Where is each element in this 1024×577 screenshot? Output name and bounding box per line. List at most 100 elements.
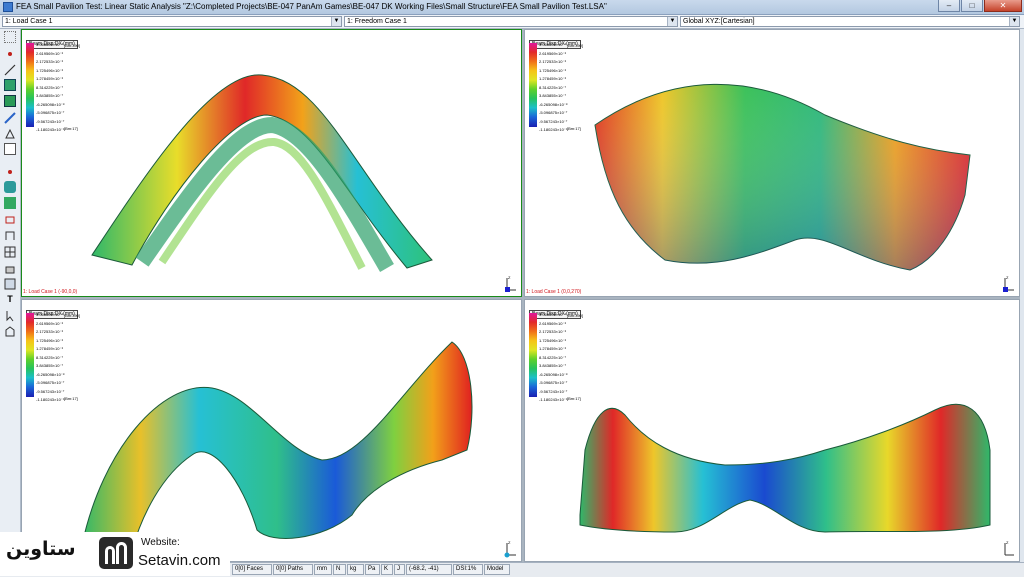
legend-value: 3.066606×10⁻⁶ — [539, 312, 567, 317]
dot-icon[interactable] — [4, 165, 16, 177]
cursor-icon[interactable] — [4, 309, 16, 322]
legend-value: 3.066606×10⁻⁶ — [539, 42, 567, 47]
status-energy-unit[interactable]: J — [394, 564, 405, 575]
status-dsi: DSI:1% — [453, 564, 483, 575]
legend-value: 1.725496×10⁻⁶ — [539, 337, 567, 343]
window-title: FEA Small Pavilion Test: Linear Static A… — [16, 2, 607, 11]
status-length-unit[interactable]: mm — [314, 564, 332, 575]
fea-model-render — [579, 403, 991, 533]
cylinder-icon[interactable] — [4, 181, 16, 193]
axis-triad-icon: Z — [504, 540, 516, 558]
status-force-unit[interactable]: N — [333, 564, 346, 575]
maximize-button[interactable]: □ — [961, 0, 983, 12]
legend-value: 1.278459×10⁻⁶ — [539, 346, 567, 351]
close-button[interactable]: ✕ — [984, 0, 1022, 12]
minimize-button[interactable]: – — [938, 0, 960, 12]
title-bar: FEA Small Pavilion Test: Linear Static A… — [0, 0, 1024, 15]
stack-icon[interactable] — [4, 277, 16, 290]
legend: Beam Disp:DX (mm) 3.066606×10⁻⁶ 2.619569… — [529, 302, 599, 402]
app-icon — [3, 2, 13, 12]
window-controls: – □ ✕ — [937, 0, 1022, 13]
legend: Beam Disp:DX (mm) 3.066606×10⁻⁶ 2.619569… — [529, 32, 599, 132]
axis-triad-icon: Z — [1004, 540, 1014, 556]
legend-value: -6.265098×10⁻⁸ — [539, 101, 568, 107]
legend-value: -1.180243×10⁻⁶ — [539, 397, 568, 402]
fea-model-render — [81, 341, 473, 551]
legend-value: 1.725496×10⁻⁶ — [36, 337, 64, 343]
status-temp-unit[interactable]: K — [381, 564, 393, 575]
section-icon[interactable] — [4, 213, 16, 225]
load-icon[interactable] — [4, 143, 16, 155]
ruler-icon[interactable] — [4, 197, 16, 209]
freedom-case-value: 1: Freedom Case 1 — [347, 18, 407, 25]
legend-value: -6.265098×10⁻⁸ — [36, 101, 65, 107]
node-icon[interactable] — [4, 47, 16, 59]
legend: Beam Disp:DX (mm) 3.066606×10⁻⁶ 2.619569… — [26, 32, 96, 132]
status-stress-unit[interactable]: Pa — [365, 564, 380, 575]
chevron-down-icon[interactable]: ▼ — [331, 17, 341, 26]
legend-value: -1.180243×10⁻⁶ — [36, 397, 65, 402]
viewport-bottom-left[interactable]: Beam Disp:DX (mm) 3.066606×10⁻⁶ 2.619569… — [21, 299, 522, 562]
watermark-website-label: Website: — [141, 537, 180, 548]
plate-icon[interactable] — [4, 79, 16, 91]
fea-model-render — [594, 83, 971, 271]
viewport-top-right[interactable]: Beam Disp:DX (mm) 3.066606×10⁻⁶ 2.619569… — [524, 29, 1020, 297]
svg-text:Z: Z — [1006, 275, 1009, 280]
frame-icon[interactable] — [4, 229, 16, 241]
link-icon[interactable] — [4, 111, 16, 124]
legend-max-label: [Bm:390] — [64, 313, 81, 318]
extrude-icon[interactable] — [4, 325, 16, 337]
viewport-bottom-right[interactable]: Beam Disp:DX (mm) 3.066606×10⁻⁶ 2.619569… — [524, 299, 1020, 562]
legend-value: 2.619569×10⁻⁶ — [36, 50, 64, 56]
text-icon[interactable]: T — [7, 294, 13, 304]
legend-value: 3.843855×10⁻⁷ — [539, 363, 567, 368]
legend-value: 1.278459×10⁻⁶ — [36, 76, 64, 81]
status-paths: 0[0] Paths — [273, 564, 313, 575]
viewport-area: Beam Disp:DX (mm) 3.066606×10⁻⁶ 2.619569… — [21, 29, 1020, 562]
watermark: ستاوین Website: Setavin.com — [0, 532, 230, 576]
legend: Beam Disp:DX (mm) 3.066606×10⁻⁶ 2.619569… — [26, 302, 96, 402]
legend-value: 8.314225×10⁻⁷ — [539, 354, 567, 360]
viewport-top-left[interactable]: Beam Disp:DX (mm) 3.066606×10⁻⁶ 2.619569… — [21, 29, 522, 297]
legend-labels: 3.066606×10⁻⁶ 2.619569×10⁻⁶ 2.172533×10⁻… — [36, 311, 65, 405]
legend-value: 2.172533×10⁻⁶ — [539, 329, 567, 334]
legend-value: -9.567243×10⁻⁷ — [539, 388, 568, 394]
legend-value: -5.096875×10⁻⁷ — [36, 110, 65, 115]
load-case-value: 1: Load Case 1 — [5, 18, 53, 25]
legend-value: 1.278459×10⁻⁶ — [36, 346, 64, 351]
left-toolbar: T — [0, 29, 21, 562]
mesh-icon[interactable] — [4, 245, 16, 258]
legend-value: 3.843855×10⁻⁷ — [36, 93, 64, 98]
legend-value: -5.096875×10⁻⁷ — [539, 380, 568, 385]
legend-min-label: [Bm:17] — [64, 396, 78, 401]
legend-value: -9.567243×10⁻⁷ — [36, 388, 65, 394]
legend-value: 2.619569×10⁻⁶ — [539, 320, 567, 326]
legend-value: 2.172533×10⁻⁶ — [539, 59, 567, 64]
line-icon[interactable] — [4, 63, 16, 76]
legend-min-label: [Bm:17] — [567, 396, 581, 401]
legend-value: -6.265098×10⁻⁸ — [539, 371, 568, 377]
watermark-website-url[interactable]: Setavin.com — [138, 552, 221, 569]
grid-icon[interactable] — [4, 31, 16, 43]
legend-value: 2.172533×10⁻⁶ — [36, 59, 64, 64]
legend-max-label: [Bm:390] — [567, 43, 584, 48]
svg-text:Z: Z — [508, 275, 511, 280]
attribute-icon[interactable] — [4, 127, 16, 139]
legend-color-bar — [529, 313, 537, 397]
chevron-down-icon[interactable]: ▼ — [667, 17, 677, 26]
status-coordinates: (-68.2, -41) — [406, 564, 452, 575]
legend-value: 3.843855×10⁻⁷ — [36, 363, 64, 368]
load-case-select[interactable]: 1: Load Case 1 ▼ — [2, 16, 342, 27]
coord-system-select[interactable]: Global XYZ:[Cartesian] ▼ — [680, 16, 1020, 27]
legend-value: 1.278459×10⁻⁶ — [539, 76, 567, 81]
brick-icon[interactable] — [4, 95, 16, 107]
build-icon[interactable] — [4, 261, 16, 274]
legend-value: 3.843855×10⁻⁷ — [539, 93, 567, 98]
status-faces: 0[0] Faces — [232, 564, 272, 575]
status-mass-unit[interactable]: kg — [347, 564, 364, 575]
legend-value: -5.096875×10⁻⁷ — [36, 380, 65, 385]
chevron-down-icon[interactable]: ▼ — [1009, 17, 1019, 26]
fea-model-render — [91, 74, 433, 272]
legend-labels: 3.066606×10⁻⁶ 2.619569×10⁻⁶ 2.172533×10⁻… — [539, 311, 568, 405]
freedom-case-select[interactable]: 1: Freedom Case 1 ▼ — [344, 16, 678, 27]
